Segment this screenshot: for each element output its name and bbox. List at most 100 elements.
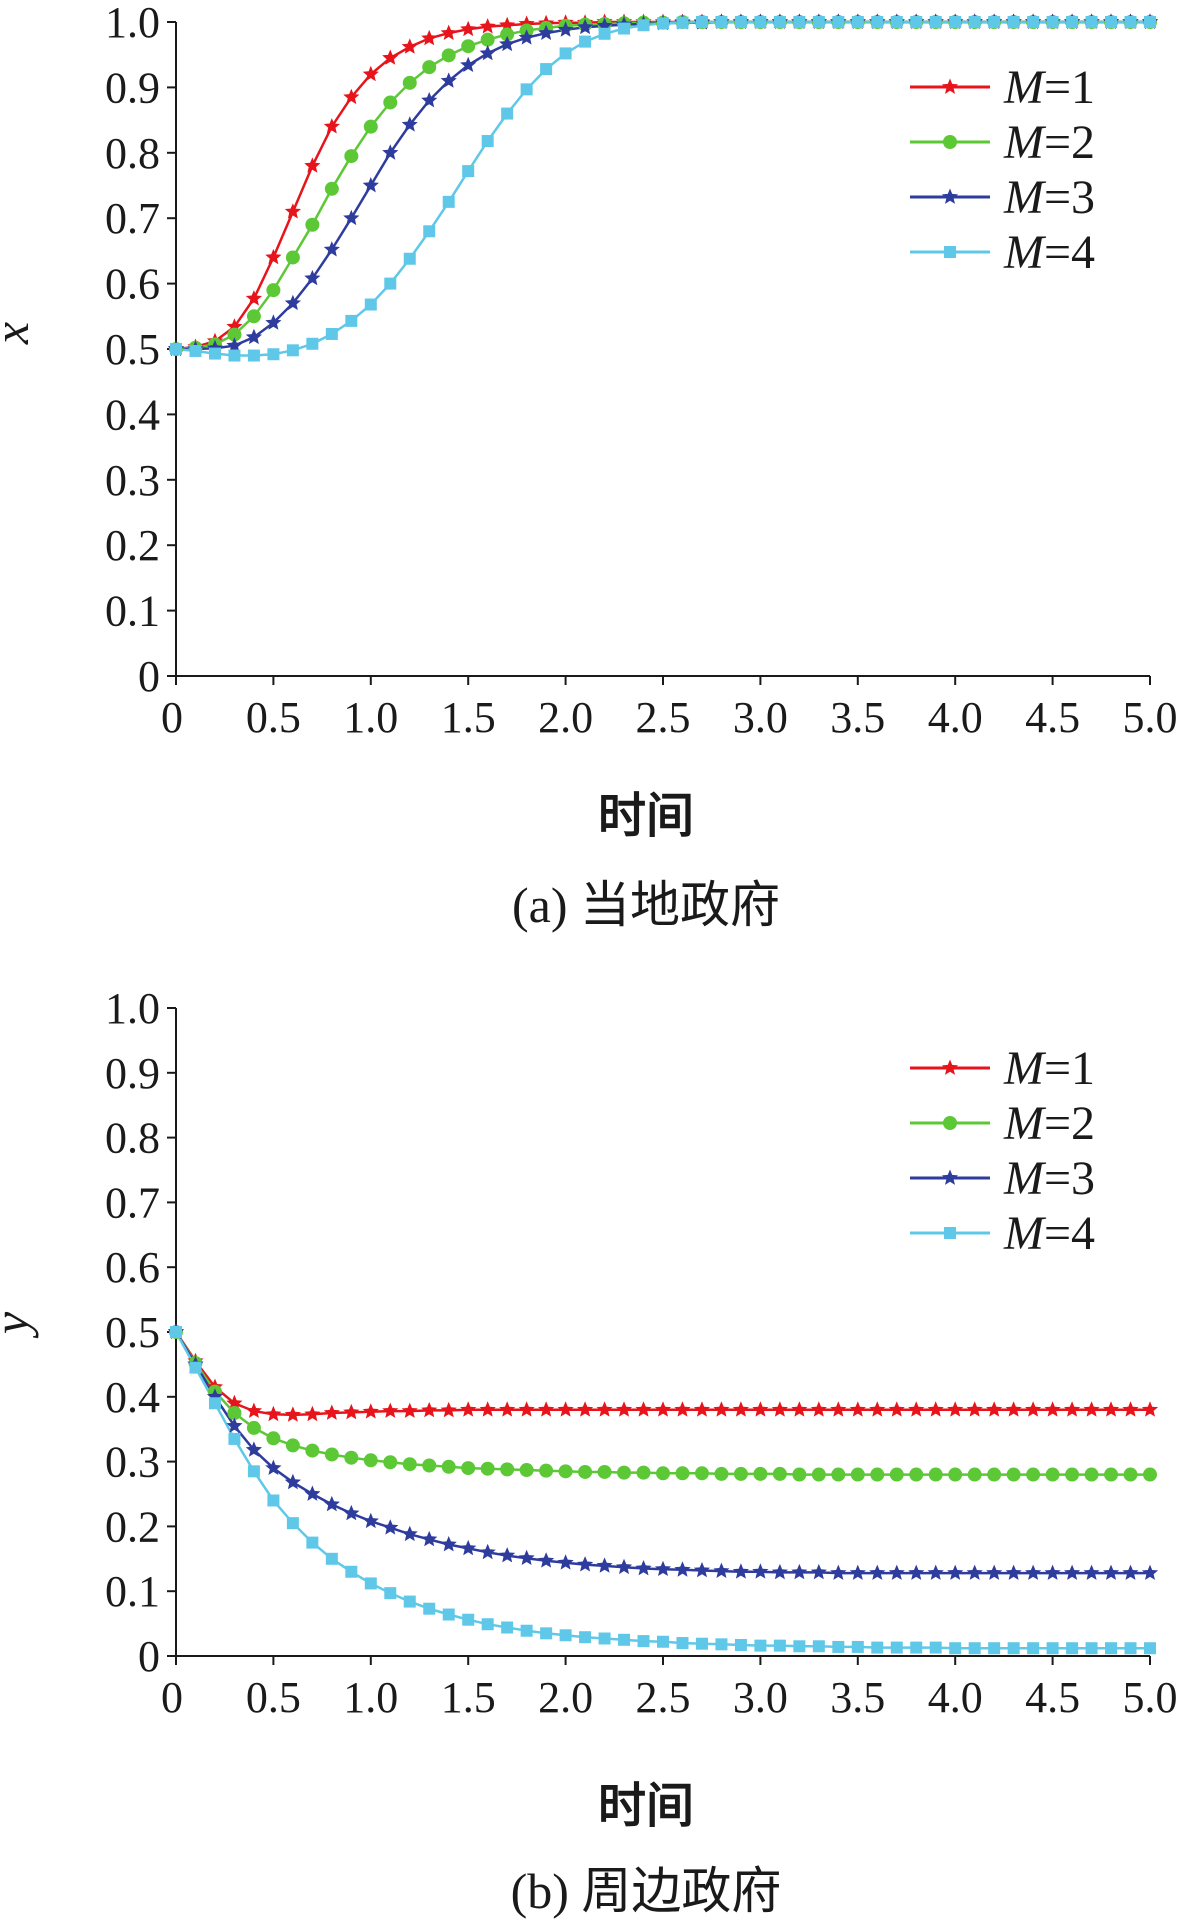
- data-point: [402, 1457, 417, 1472]
- data-point: [501, 1621, 514, 1634]
- x-tick-label: 5.0: [1123, 1673, 1178, 1722]
- data-point: [888, 1564, 905, 1580]
- data-point: [208, 1397, 221, 1410]
- x-axis-label-b: 时间: [598, 1778, 694, 1834]
- x-tick-label: 4.0: [928, 693, 983, 742]
- legend-marker: [943, 1116, 957, 1130]
- data-point: [888, 1401, 905, 1417]
- data-point: [422, 1458, 437, 1473]
- data-point: [869, 1401, 886, 1417]
- data-point: [715, 16, 728, 28]
- data-point: [793, 16, 806, 28]
- y-tick-label: 0: [138, 652, 160, 701]
- data-point: [285, 1438, 300, 1453]
- data-point: [557, 1554, 574, 1570]
- data-point: [578, 1464, 593, 1479]
- legend-label-value: =2: [1044, 116, 1095, 169]
- data-point: [1144, 16, 1156, 28]
- data-point: [1027, 1642, 1040, 1655]
- x-tick-label: 3.5: [830, 693, 885, 742]
- data-point: [362, 1512, 379, 1529]
- data-point: [771, 1563, 788, 1580]
- data-point: [520, 83, 533, 96]
- legend-label-value: =1: [1044, 61, 1095, 114]
- x-tick-label: 1.0: [343, 693, 398, 742]
- data-point: [791, 1563, 808, 1580]
- data-point: [695, 1637, 708, 1650]
- data-point: [812, 1640, 825, 1653]
- data-point: [1083, 1564, 1100, 1580]
- data-point: [676, 16, 689, 29]
- data-point: [364, 298, 377, 311]
- data-point: [421, 92, 438, 108]
- data-point: [771, 1401, 788, 1417]
- data-point: [382, 1402, 399, 1418]
- data-point: [284, 1406, 301, 1422]
- x-tick-label: 4.0: [928, 1673, 983, 1722]
- x-tick-label: 1.5: [441, 1673, 496, 1722]
- y-tick-label: 0.5: [105, 1308, 160, 1357]
- data-point: [481, 1618, 494, 1631]
- data-point: [810, 1401, 827, 1417]
- legend-marker: [941, 1059, 959, 1075]
- data-point: [189, 1361, 202, 1374]
- y-tick-label: 0.4: [105, 390, 160, 439]
- data-point: [637, 1635, 650, 1648]
- data-point: [1105, 1642, 1118, 1655]
- panel-b: 0 0.1 0.2 0.3 0.4 0.5 0.6 0.7 0.8 0.9 1.0 0 0.5 1.0 1.…: [0, 984, 1178, 1919]
- series-markers-b: [167, 1323, 1159, 1655]
- data-point: [461, 1461, 476, 1476]
- x-tick-label: 1.0: [343, 1673, 398, 1722]
- y-tick-label: 0.3: [105, 1438, 160, 1487]
- data-point: [265, 1459, 282, 1475]
- data-point: [693, 1562, 710, 1578]
- x-tick-label: 3.0: [733, 1673, 788, 1722]
- data-point: [345, 1565, 358, 1578]
- data-point: [323, 1495, 340, 1512]
- data-point: [596, 1557, 613, 1573]
- data-point: [440, 1401, 457, 1418]
- legend-label: M=4: [1003, 226, 1095, 279]
- data-point: [1105, 16, 1118, 28]
- legend-entry-m4: M=4: [910, 226, 1095, 279]
- data-point: [752, 1563, 769, 1579]
- data-point: [753, 1466, 768, 1481]
- data-point: [265, 314, 282, 330]
- data-point: [286, 1517, 299, 1530]
- data-point: [1066, 16, 1079, 28]
- series-line-m4: [174, 1331, 1150, 1650]
- data-point: [462, 1613, 475, 1626]
- data-point: [772, 1466, 787, 1481]
- data-point: [791, 1401, 808, 1417]
- data-point: [967, 1467, 982, 1482]
- data-point: [247, 1465, 260, 1478]
- data-point: [343, 88, 360, 105]
- data-point: [598, 27, 611, 40]
- data-point: [305, 1443, 320, 1458]
- legend-entry-m3: M=3: [910, 1152, 1095, 1205]
- data-point: [538, 24, 555, 40]
- data-point: [227, 327, 242, 342]
- data-point: [538, 1552, 555, 1568]
- series-markers-m4: [170, 1326, 1156, 1655]
- data-point: [577, 18, 594, 35]
- legend-label: M=1: [1003, 1042, 1095, 1095]
- data-point: [1124, 16, 1137, 28]
- data-point: [773, 1639, 786, 1652]
- data-point: [832, 16, 845, 28]
- legend-marker: [941, 1169, 959, 1185]
- data-point: [382, 1519, 399, 1535]
- data-point: [1123, 1467, 1138, 1482]
- data-point: [986, 1564, 1003, 1580]
- data-point: [949, 16, 962, 28]
- data-point: [479, 1543, 496, 1560]
- axes-b: 0 0.1 0.2 0.3 0.4 0.5 0.6 0.7 0.8 0.9 1.0 0 0.5 1.0 1.…: [105, 984, 1178, 1722]
- data-point: [674, 1401, 691, 1417]
- data-point: [265, 248, 282, 265]
- data-point: [792, 1467, 807, 1482]
- data-point: [441, 48, 456, 63]
- y-axis-label-b: y: [0, 1311, 39, 1339]
- data-point: [577, 1556, 594, 1572]
- y-tick-label: 0.2: [105, 1502, 160, 1551]
- data-point: [245, 290, 262, 306]
